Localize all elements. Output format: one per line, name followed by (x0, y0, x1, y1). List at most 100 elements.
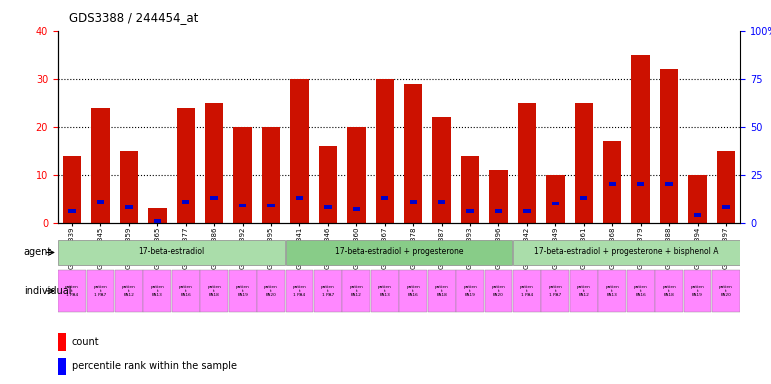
Bar (182, 200, 190, 204)
Bar (717, 151, 736, 223)
Bar (91, 108, 109, 223)
Text: patien
t
PA18: patien t PA18 (662, 285, 676, 297)
Bar (428, 270, 456, 312)
Bar (257, 270, 285, 312)
Bar (484, 270, 513, 312)
Bar (314, 270, 342, 312)
Bar (262, 127, 281, 223)
Bar (286, 240, 512, 265)
Bar (58, 270, 86, 312)
Text: count: count (72, 337, 99, 347)
Bar (153, 219, 161, 223)
Bar (608, 182, 616, 186)
Text: patien
t
PA19: patien t PA19 (691, 285, 705, 297)
Bar (239, 204, 246, 207)
Bar (546, 175, 564, 223)
Text: patien
t
1 PA4: patien t 1 PA4 (520, 285, 534, 297)
Text: patien
t
PA16: patien t PA16 (406, 285, 420, 297)
Text: patien
t
1 PA7: patien t 1 PA7 (93, 285, 107, 297)
Bar (466, 209, 473, 213)
Text: patien
t
PA20: patien t PA20 (264, 285, 278, 297)
Bar (722, 205, 729, 209)
Bar (347, 127, 365, 223)
Bar (172, 270, 200, 312)
Bar (234, 127, 252, 223)
Text: patien
t
PA20: patien t PA20 (492, 285, 506, 297)
Bar (375, 79, 394, 223)
Bar (115, 270, 143, 312)
Text: patien
t
PA18: patien t PA18 (435, 285, 449, 297)
Bar (495, 209, 502, 213)
Text: 17-beta-estradiol + progesterone: 17-beta-estradiol + progesterone (335, 247, 463, 257)
Bar (570, 270, 598, 312)
Bar (694, 213, 701, 217)
Bar (660, 69, 678, 223)
Bar (69, 209, 76, 213)
Text: individual: individual (24, 286, 71, 296)
Bar (409, 200, 417, 204)
Bar (210, 196, 218, 200)
Text: patien
t
PA19: patien t PA19 (236, 285, 250, 297)
Text: agent: agent (24, 247, 52, 258)
Text: patien
t
PA20: patien t PA20 (719, 285, 733, 297)
Text: 17-beta-estradiol + progesterone + bisphenol A: 17-beta-estradiol + progesterone + bisph… (534, 247, 719, 257)
Text: patien
t
PA13: patien t PA13 (150, 285, 164, 297)
Bar (598, 270, 626, 312)
Bar (552, 202, 559, 205)
Bar (58, 358, 66, 375)
Text: patien
t
PA16: patien t PA16 (179, 285, 193, 297)
Bar (461, 156, 480, 223)
Bar (684, 270, 712, 312)
Text: patien
t
PA13: patien t PA13 (378, 285, 392, 297)
Text: patien
t
PA12: patien t PA12 (349, 285, 363, 297)
Bar (268, 204, 274, 207)
Bar (325, 205, 332, 209)
Bar (290, 79, 308, 223)
Text: patien
t
PA12: patien t PA12 (577, 285, 591, 297)
Bar (86, 270, 114, 312)
Bar (631, 55, 650, 223)
Text: patien
t
1 PA7: patien t 1 PA7 (548, 285, 562, 297)
Bar (342, 270, 370, 312)
Bar (524, 209, 530, 213)
Bar (580, 196, 588, 200)
Bar (62, 156, 81, 223)
Bar (177, 108, 195, 223)
Bar (148, 208, 167, 223)
Bar (637, 182, 645, 186)
Bar (285, 270, 314, 312)
Text: patien
t
PA13: patien t PA13 (605, 285, 619, 297)
Bar (97, 200, 104, 204)
Bar (574, 103, 593, 223)
Bar (143, 270, 171, 312)
Bar (229, 270, 257, 312)
Bar (517, 103, 536, 223)
Bar (404, 84, 423, 223)
Bar (296, 196, 303, 200)
Bar (541, 270, 569, 312)
Bar (371, 270, 399, 312)
Text: patien
t
1 PA4: patien t 1 PA4 (292, 285, 306, 297)
Bar (627, 270, 655, 312)
Bar (318, 146, 337, 223)
Bar (399, 270, 427, 312)
Bar (438, 200, 446, 204)
Bar (456, 270, 484, 312)
Text: patien
t
PA18: patien t PA18 (207, 285, 221, 297)
Bar (665, 182, 673, 186)
Bar (513, 270, 541, 312)
Bar (513, 240, 739, 265)
Bar (352, 207, 360, 211)
Bar (603, 141, 621, 223)
Bar (125, 205, 133, 209)
Text: patien
t
PA19: patien t PA19 (463, 285, 477, 297)
Text: patien
t
PA16: patien t PA16 (634, 285, 648, 297)
Text: patien
t
1 PA4: patien t 1 PA4 (65, 285, 79, 297)
Bar (205, 103, 224, 223)
Text: patien
t
PA12: patien t PA12 (122, 285, 136, 297)
Bar (712, 270, 740, 312)
Bar (689, 175, 707, 223)
Text: 17-beta-estradiol: 17-beta-estradiol (139, 247, 204, 257)
Bar (381, 196, 389, 200)
Bar (433, 117, 451, 223)
